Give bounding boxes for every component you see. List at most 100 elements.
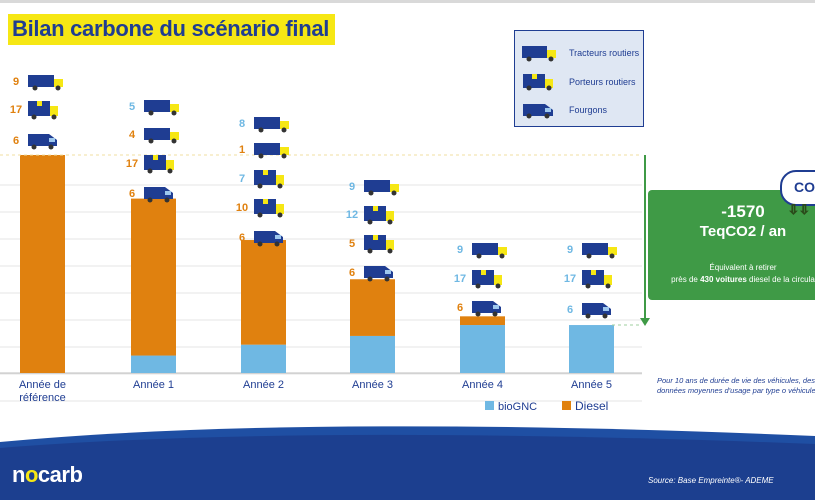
vehicle-count-label: 5 — [349, 238, 355, 250]
kpi-line2-pre: près de — [671, 275, 701, 284]
wheel — [281, 127, 287, 133]
wheel — [257, 212, 263, 218]
wheel — [387, 219, 393, 225]
bar-biognc — [460, 325, 505, 373]
kpi-line1: Équivalent à retirer — [709, 263, 777, 272]
bar-diesel — [131, 198, 176, 356]
wheel — [368, 190, 374, 196]
x-tick-label: Année 4 — [462, 379, 503, 391]
van-window — [49, 138, 55, 142]
legend-label: Porteurs routiers — [569, 77, 636, 87]
legend-item-tracteurs: Tracteurs routiers — [521, 42, 639, 64]
kpi-line2-post: diesel de la circula — [746, 275, 815, 284]
wheel — [48, 144, 54, 150]
wheel — [257, 241, 263, 247]
reduction-arrow-head — [640, 318, 650, 327]
box-truck-icon — [254, 199, 276, 214]
box-truck-icon — [144, 155, 166, 170]
legend-label-biognc: bioGNC — [498, 401, 537, 413]
van-window — [603, 307, 609, 311]
wheel — [167, 168, 173, 174]
wheel — [31, 144, 37, 150]
kpi-description: Équivalent à retirer près de 430 voiture… — [648, 262, 815, 286]
wheel — [277, 183, 283, 189]
van-icon — [523, 104, 553, 119]
wheel — [277, 212, 283, 218]
vehicle-count-label: 9 — [349, 181, 355, 193]
vehicle-count-label: 1 — [239, 144, 245, 156]
box-truck-icon — [582, 270, 604, 285]
wheel — [387, 248, 393, 254]
wheel — [32, 85, 38, 91]
box-truck-mark — [153, 155, 158, 160]
legend-label-diesel: Diesel — [575, 399, 608, 413]
wheel — [586, 253, 592, 259]
x-tick-label: Année 2 — [243, 379, 284, 391]
box-truck-mark — [263, 199, 268, 204]
tractor-cab — [170, 104, 179, 112]
legend-swatch-diesel — [562, 401, 571, 410]
vehicle-count-label: 5 — [129, 101, 135, 113]
vehicle-count-label: 10 — [236, 202, 248, 214]
wheel — [476, 253, 482, 259]
kpi-line2-bold: 430 voitures — [700, 275, 747, 284]
wheel — [55, 85, 61, 91]
van-icon — [364, 266, 393, 278]
bar-diesel — [20, 155, 65, 373]
bar-diesel — [241, 240, 286, 345]
box-truck-cab — [604, 275, 612, 285]
box-truck-mark — [373, 206, 378, 211]
x-tick-label: Année 5 — [571, 379, 612, 391]
van-icon — [144, 187, 173, 199]
box-truck-cab — [276, 175, 284, 185]
vehicle-count-label: 6 — [239, 232, 245, 244]
footer-band — [0, 426, 815, 500]
vehicle-count-label: 17 — [454, 273, 466, 285]
box-truck-cab — [386, 240, 394, 250]
wheel — [367, 276, 373, 282]
tractor-truck-icon — [144, 100, 170, 112]
box-truck-icon — [472, 270, 494, 285]
vehicle-count-label: 17 — [126, 158, 138, 170]
kpi-value: -1570 — [721, 202, 765, 221]
tractor-truck-icon — [472, 243, 498, 255]
vehicle-count-label: 7 — [239, 173, 245, 185]
vehicle-count-label: 6 — [349, 267, 355, 279]
vehicle-count-label: 6 — [457, 302, 463, 314]
box-truck-cab — [386, 211, 394, 221]
legend-label: Fourgons — [569, 105, 608, 115]
vehicle-count-label: 6 — [129, 188, 135, 200]
vehicle-count-label: 9 — [457, 244, 463, 256]
wheel — [51, 114, 57, 120]
x-tick-label: Année 1 — [133, 379, 174, 391]
tractor-truck-icon — [144, 128, 170, 140]
tractor-cab — [390, 184, 399, 192]
wheel — [171, 138, 177, 144]
wheel — [602, 313, 608, 319]
wheel — [148, 110, 154, 116]
bar-diesel — [350, 279, 395, 336]
vehicle-count-label: 6 — [13, 135, 19, 147]
box-truck-mark — [373, 235, 378, 240]
box-truck-cab — [276, 204, 284, 214]
wheel — [258, 153, 264, 159]
tractor-cab — [498, 247, 507, 255]
box-truck-cab — [494, 275, 502, 285]
wheel — [391, 190, 397, 196]
x-tick-label: Année 3 — [352, 379, 393, 391]
van-icon — [472, 301, 501, 313]
wheel — [31, 114, 37, 120]
van-window — [275, 235, 281, 239]
tractor-truck-icon — [582, 243, 608, 255]
bar-diesel — [460, 316, 505, 326]
box-truck-mark — [591, 270, 596, 275]
box-truck-icon — [254, 170, 276, 185]
wheel — [164, 197, 170, 203]
legend-swatch-biognc — [485, 401, 494, 410]
wheel — [367, 248, 373, 254]
top-divider — [0, 0, 815, 3]
vehicle-count-label: 17 — [10, 104, 22, 116]
wheel — [585, 283, 591, 289]
tractor-cab — [54, 79, 63, 87]
